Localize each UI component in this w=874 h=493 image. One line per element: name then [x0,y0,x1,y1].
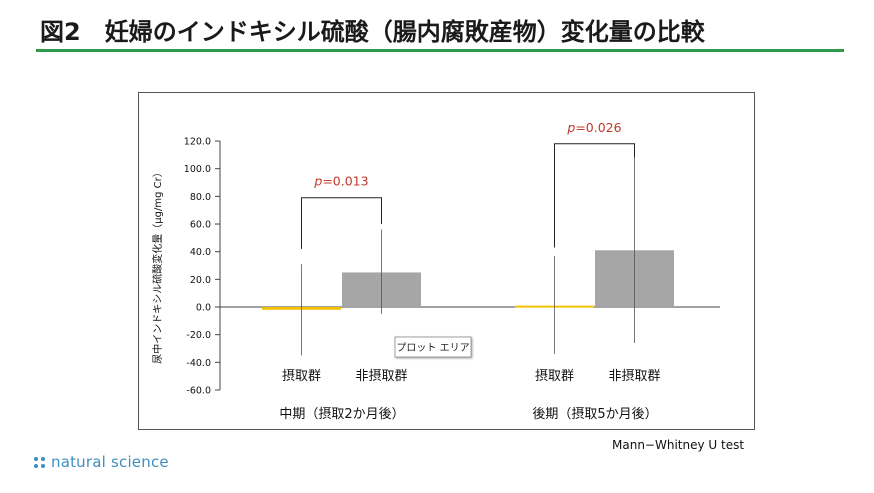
p-value: =0.026 [575,120,621,135]
p-value: =0.013 [322,174,368,189]
page-title: 図2 妊婦のインドキシル硫酸（腸内腐敗産物）変化量の比較 [40,18,705,46]
y-tick-label: -60.0 [186,385,211,396]
p-symbol: p [566,120,575,135]
group-label: 中期（摂取2か月後） [279,406,404,422]
x-category-label: 非摂取群 [608,368,660,384]
y-tick-label: 0.0 [196,303,211,314]
y-tick-label: 100.0 [184,164,211,175]
y-tick-label: 40.0 [190,247,211,258]
y-tick-label: 20.0 [190,275,211,286]
tooltip-text: プロット エリア [396,342,469,354]
y-tick-label: 60.0 [190,220,211,231]
brand-dots-icon [34,456,45,468]
group-label: 後期（摂取5か月後） [532,406,657,422]
x-category-label: 非摂取群 [355,368,407,384]
chart-svg: 120.0 100.0 80.0 60.0 40.0 20.0 0.0 -20.0 -40.0 -… [151,120,720,422]
plot-area-tooltip: プロット エリア [394,336,472,358]
significance-bracket [554,143,635,248]
title-divider [36,49,844,52]
statistical-test-note: Mann−Whitney U test [612,438,745,452]
p-symbol: p [313,174,322,189]
y-axis-title: 尿中インドキシル硫酸変化量（μg/mg Cr） [151,167,164,363]
y-tick-label: 120.0 [184,137,211,148]
y-tick-label: -20.0 [186,330,211,341]
x-category-label: 摂取群 [282,368,321,384]
p-value-label: p=0.026 [566,120,621,135]
x-category-label: 摂取群 [535,368,574,384]
significance-bracket [301,197,382,249]
chart-area[interactable]: 120.0 100.0 80.0 60.0 40.0 20.0 0.0 -20.0 -40.0 -… [138,92,755,430]
p-value-label: p=0.013 [313,174,368,189]
tooltip-box [394,336,472,358]
brand-name: natural science [51,453,169,471]
y-tick-label: -40.0 [186,358,211,369]
brand-logo: natural science [34,452,169,472]
y-tick-label: 80.0 [190,192,211,203]
